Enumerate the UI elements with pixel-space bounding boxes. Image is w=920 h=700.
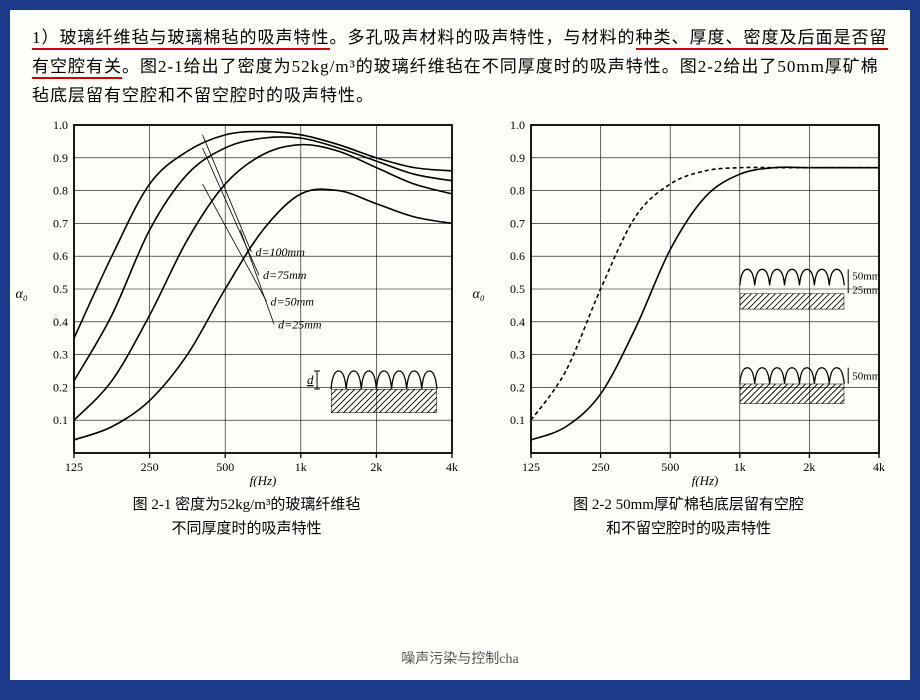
- slide-footer: 噪声污染与控制cha: [10, 648, 910, 668]
- svg-text:0.9: 0.9: [53, 150, 68, 164]
- svg-text:0.4: 0.4: [53, 314, 68, 328]
- svg-text:d=50mm: d=50mm: [270, 294, 314, 308]
- chart-1-ylabel: α₀: [16, 287, 28, 303]
- svg-text:50mm: 50mm: [852, 270, 881, 282]
- svg-text:50mm: 50mm: [852, 370, 881, 382]
- svg-text:0.3: 0.3: [510, 347, 525, 361]
- svg-text:250: 250: [591, 460, 609, 474]
- svg-text:0.7: 0.7: [53, 216, 68, 230]
- svg-text:125: 125: [65, 460, 83, 474]
- body-paragraph: 1）玻璃纤维毡与玻璃棉毡的吸声特性。多孔吸声材料的吸声特性，与材料的种类、厚度、…: [10, 10, 910, 117]
- chart-1-block: α₀ 0.10.20.30.40.50.60.70.80.91.01252505…: [32, 117, 462, 541]
- chart-2-subtitle: 和不留空腔时的吸声特性: [573, 517, 804, 541]
- svg-text:4k: 4k: [446, 460, 458, 474]
- svg-text:0.2: 0.2: [53, 380, 68, 394]
- svg-text:1.0: 1.0: [510, 118, 525, 132]
- svg-text:250: 250: [140, 460, 158, 474]
- chart-2-block: α₀ 0.10.20.30.40.50.60.70.80.91.01252505…: [489, 117, 889, 541]
- chart-2-ylabel: α₀: [473, 287, 485, 303]
- svg-text:1k: 1k: [294, 460, 306, 474]
- svg-text:125: 125: [522, 460, 540, 474]
- svg-text:d=75mm: d=75mm: [263, 268, 307, 282]
- svg-text:4k: 4k: [873, 460, 885, 474]
- chart-2-title: 图 2-2 50mm厚矿棉毡底层留有空腔: [573, 493, 804, 517]
- svg-text:d=100mm: d=100mm: [255, 245, 305, 259]
- svg-text:d=25mm: d=25mm: [278, 317, 322, 331]
- svg-text:500: 500: [216, 460, 234, 474]
- svg-text:0.3: 0.3: [53, 347, 68, 361]
- svg-text:0.6: 0.6: [510, 249, 525, 263]
- svg-text:500: 500: [661, 460, 679, 474]
- chart-1-svg: 0.1 0.2 0.3 0.4 0.5 0.6 0.7 0.8 0.9 1.0 125 250 500 1…: [32, 117, 462, 487]
- slide: 1）玻璃纤维毡与玻璃棉毡的吸声特性。多孔吸声材料的吸声特性，与材料的种类、厚度、…: [10, 10, 910, 680]
- svg-text:d: d: [307, 372, 314, 387]
- svg-text:0.5: 0.5: [53, 282, 68, 296]
- svg-text:0.8: 0.8: [510, 183, 525, 197]
- svg-text:0.6: 0.6: [53, 249, 68, 263]
- svg-text:0.7: 0.7: [510, 216, 525, 230]
- svg-text:0.1: 0.1: [510, 413, 525, 427]
- chart-2-svg: 0.1 0.2 0.3 0.4 0.5 0.6 0.7 0.8 0.9 1.0 125 250 500 1…: [489, 117, 889, 487]
- svg-text:0.5: 0.5: [510, 282, 525, 296]
- heading-underlined-1: 1）玻璃纤维毡与玻璃棉毡的吸声特性: [32, 28, 330, 50]
- svg-text:f(Hz): f(Hz): [249, 473, 276, 487]
- svg-text:0.1: 0.1: [53, 413, 68, 427]
- svg-text:0.9: 0.9: [510, 150, 525, 164]
- svg-text:1.0: 1.0: [53, 118, 68, 132]
- body-text-2: 。多孔吸声材料的吸声特性，与材料的: [330, 28, 636, 47]
- svg-text:25mm: 25mm: [852, 284, 881, 296]
- svg-text:0.4: 0.4: [510, 314, 525, 328]
- chart-1-subtitle: 不同厚度时的吸声特性: [133, 517, 361, 541]
- chart-1-title: 图 2-1 密度为52kg/m³的玻璃纤维毡: [133, 493, 361, 517]
- svg-text:2k: 2k: [803, 460, 815, 474]
- chart-2-wrap: α₀ 0.10.20.30.40.50.60.70.80.91.01252505…: [489, 117, 889, 487]
- svg-text:0.2: 0.2: [510, 380, 525, 394]
- svg-text:0.8: 0.8: [53, 183, 68, 197]
- chart-1-wrap: α₀ 0.10.20.30.40.50.60.70.80.91.01252505…: [32, 117, 462, 487]
- charts-row: α₀ 0.1 0.2 0.3 0.4 0.5 0.6 0.7 0.8 0.9 1.0 125 250 5…: [10, 117, 910, 541]
- body-text-4: 。图2-1给出了密度为52kg/m³的玻璃纤维毡在不同厚度时的吸声特性。图2-2…: [32, 57, 879, 105]
- chart-2-caption: 图 2-2 50mm厚矿棉毡底层留有空腔 和不留空腔时的吸声特性: [573, 493, 804, 541]
- chart-1-caption: 图 2-1 密度为52kg/m³的玻璃纤维毡 不同厚度时的吸声特性: [133, 493, 361, 541]
- svg-text:f(Hz): f(Hz): [691, 473, 718, 487]
- svg-text:2k: 2k: [370, 460, 382, 474]
- svg-text:1k: 1k: [733, 460, 745, 474]
